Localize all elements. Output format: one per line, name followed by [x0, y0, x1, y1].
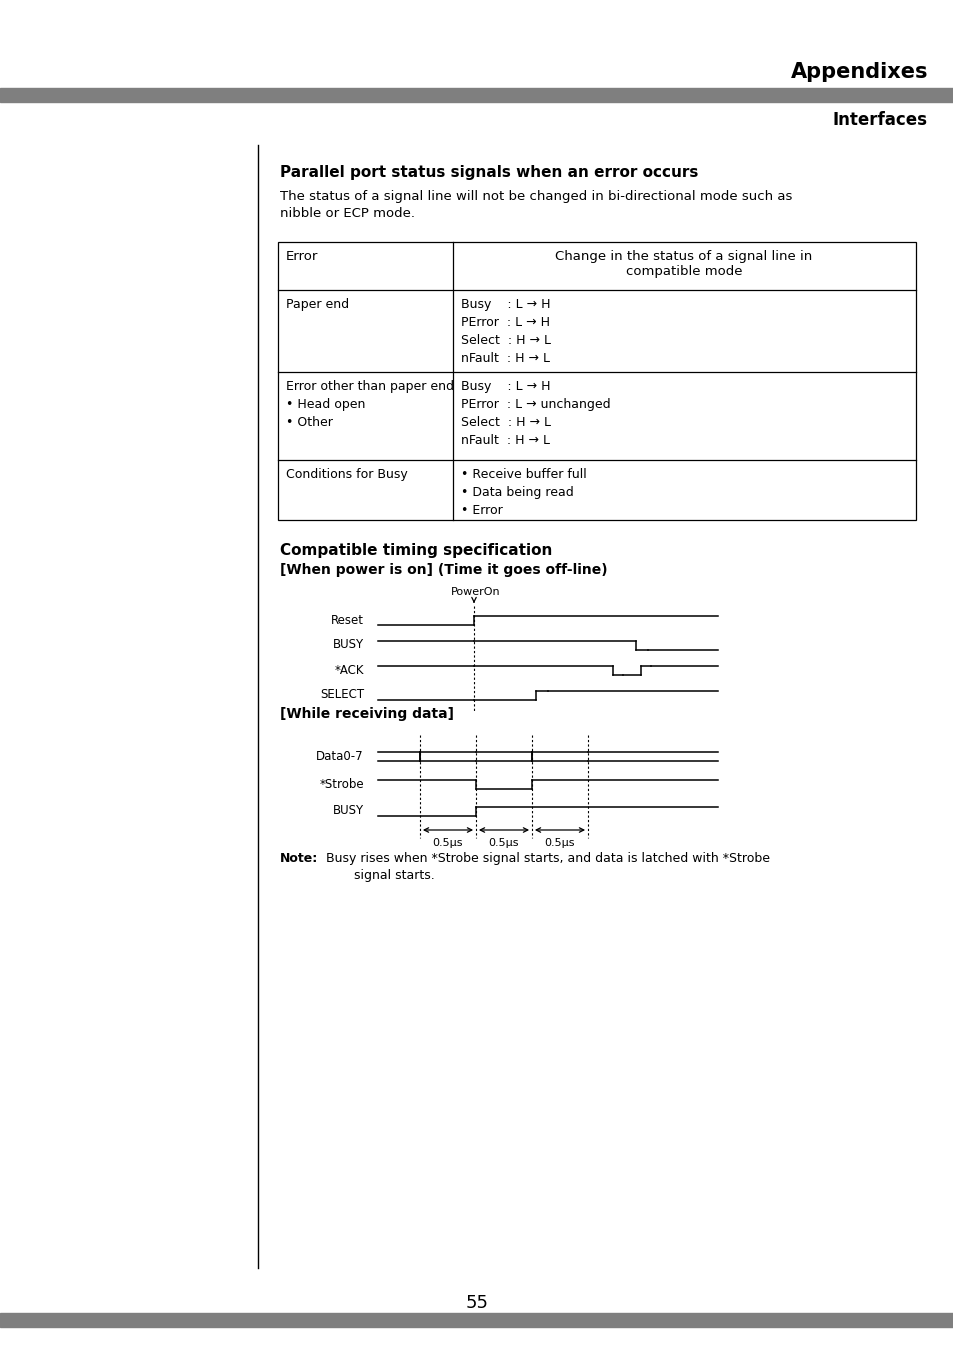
Text: 0.5μs: 0.5μs	[488, 838, 518, 848]
Text: Busy    : L → H
PError  : L → H
Select  : H → L
nFault  : H → L: Busy : L → H PError : L → H Select : H →…	[460, 298, 551, 365]
Text: Busy    : L → H
PError  : L → unchanged
Select  : H → L
nFault  : H → L: Busy : L → H PError : L → unchanged Sele…	[460, 380, 610, 448]
Text: Data0-7: Data0-7	[316, 749, 364, 763]
Text: BUSY: BUSY	[333, 805, 364, 817]
Text: Parallel port status signals when an error occurs: Parallel port status signals when an err…	[280, 164, 698, 179]
Text: Busy rises when *Strobe signal starts, and data is latched with *Strobe
        : Busy rises when *Strobe signal starts, a…	[317, 852, 769, 882]
Text: Paper end: Paper end	[286, 298, 349, 311]
Text: Interfaces: Interfaces	[832, 111, 927, 129]
Text: 0.5μs: 0.5μs	[433, 838, 463, 848]
Text: Reset: Reset	[331, 613, 364, 627]
Bar	[0, 1313, 953, 1326]
Text: BUSY: BUSY	[333, 639, 364, 651]
Text: Compatible timing specification: Compatible timing specification	[280, 542, 552, 558]
Text: Change in the status of a signal line in
compatible mode: Change in the status of a signal line in…	[555, 249, 812, 278]
Bar	[0, 88, 953, 102]
Text: *ACK: *ACK	[335, 663, 364, 677]
Text: The status of a signal line will not be changed in bi-directional mode such as
n: The status of a signal line will not be …	[280, 190, 792, 220]
Text: 0.5μs: 0.5μs	[544, 838, 575, 848]
Text: *Strobe: *Strobe	[319, 778, 364, 790]
Text: Appendixes: Appendixes	[790, 62, 927, 82]
Text: Conditions for Busy: Conditions for Busy	[286, 468, 407, 481]
Text: PowerOn: PowerOn	[451, 586, 500, 597]
Text: 55: 55	[465, 1294, 488, 1312]
Text: [When power is on] (Time it goes off-line): [When power is on] (Time it goes off-lin…	[280, 563, 607, 577]
Bar	[277, 243, 915, 520]
Text: Error other than paper end
• Head open
• Other: Error other than paper end • Head open •…	[286, 380, 454, 429]
Text: SELECT: SELECT	[319, 689, 364, 701]
Text: [While receiving data]: [While receiving data]	[280, 706, 454, 721]
Text: Note:: Note:	[280, 852, 318, 865]
Text: Error: Error	[286, 249, 318, 263]
Text: • Receive buffer full
• Data being read
• Error: • Receive buffer full • Data being read …	[460, 468, 586, 518]
